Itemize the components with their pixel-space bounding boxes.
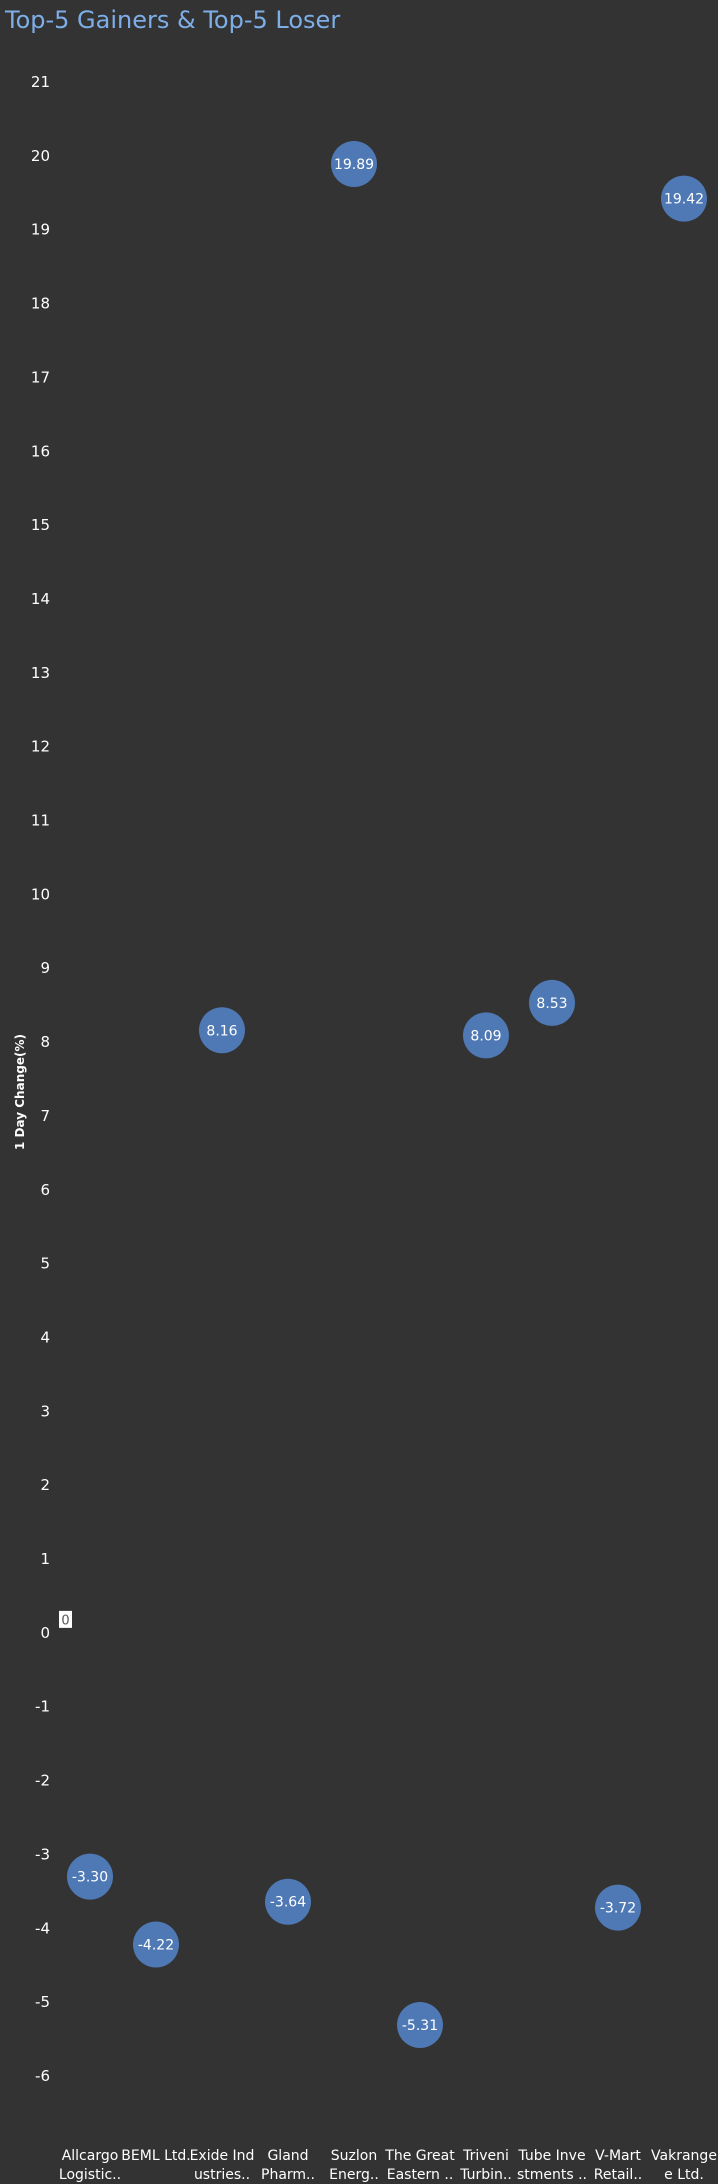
data-point[interactable] — [133, 1921, 179, 1968]
chart-title: Top-5 Gainers & Top-5 Loser — [5, 6, 341, 34]
data-label: 19.42 — [664, 192, 704, 208]
y-tick-label: 5 — [40, 1255, 50, 1273]
y-tick-label: 0 — [40, 1624, 50, 1642]
y-tick-label: 8 — [40, 1033, 50, 1051]
x-category-label: The Great — [384, 2148, 455, 2164]
data-label: 8.16 — [206, 1023, 237, 1039]
y-tick-label: -6 — [35, 2067, 50, 2085]
y-tick-label: 7 — [40, 1107, 50, 1125]
x-category-label-line2: stments .. — [517, 2167, 587, 2183]
x-category-label: V-Mart — [595, 2148, 641, 2164]
x-category-label-line2: Turbin.. — [459, 2167, 512, 2183]
data-label: -3.64 — [270, 1895, 306, 1911]
data-point[interactable] — [265, 1878, 311, 1925]
x-category-label: Vakrange — [651, 2148, 717, 2164]
y-tick-label: 21 — [31, 73, 50, 91]
y-tick-label: 3 — [40, 1402, 50, 1420]
x-category-label-line2: Energ.. — [329, 2167, 379, 2183]
data-point[interactable] — [595, 1884, 641, 1931]
data-point[interactable] — [661, 175, 707, 222]
y-tick-label: -3 — [35, 1845, 50, 1863]
data-point[interactable] — [199, 1007, 245, 1054]
y-tick-label: 17 — [31, 368, 50, 386]
x-category-label-line2: Pharm.. — [261, 2167, 315, 2183]
x-axis-categories: Allcargo Logistic..BEML Ltd.Exide Ind ustr… — [59, 2148, 717, 2183]
y-tick-label: 4 — [40, 1328, 50, 1346]
y-tick-label: 13 — [31, 664, 50, 682]
zero-reference: 0 — [59, 1610, 72, 1628]
y-tick-label: 11 — [31, 812, 50, 830]
data-point[interactable] — [397, 2002, 443, 2049]
data-label: -4.22 — [138, 1938, 174, 1954]
data-label: -3.72 — [600, 1901, 636, 1917]
y-tick-label: 10 — [31, 885, 50, 903]
data-point[interactable] — [67, 1853, 113, 1900]
data-point[interactable] — [331, 140, 377, 187]
y-tick-label: -5 — [35, 1993, 50, 2011]
y-tick-label: 14 — [31, 590, 50, 608]
y-tick-label: 18 — [31, 295, 50, 313]
zero-reference-label: 0 — [61, 1613, 69, 1628]
data-label: -5.31 — [402, 2018, 438, 2034]
x-category-label-line2: Logistic.. — [59, 2167, 121, 2183]
y-tick-label: 19 — [31, 221, 50, 239]
x-category-label-line2: Retail.. — [594, 2167, 642, 2183]
y-tick-label: -1 — [35, 1698, 50, 1716]
y-tick-label: 12 — [31, 738, 50, 756]
y-tick-label: 9 — [40, 959, 50, 977]
x-category-label: BEML Ltd. — [121, 2148, 190, 2164]
y-axis-ticks: 2120191817161514131211109876543210-1-2-3… — [31, 73, 50, 2085]
x-category-label-line2: ustries.. — [194, 2167, 250, 2183]
y-tick-label: 2 — [40, 1476, 50, 1494]
data-label: -3.30 — [72, 1870, 108, 1886]
x-category-label-line2: Eastern .. — [387, 2167, 454, 2183]
x-category-label: Triveni — [462, 2148, 509, 2164]
data-point[interactable] — [529, 979, 575, 1026]
data-label: 8.09 — [470, 1028, 501, 1044]
data-points: -3.30 -4.22 8.16 -3.64 19.89 -5.31 8.09 8.53 -3.… — [67, 140, 707, 2049]
zero-reference-box — [59, 1610, 72, 1628]
x-category-label: Exide Ind — [190, 2148, 255, 2164]
y-tick-label: 1 — [40, 1550, 50, 1568]
x-category-label: Suzlon — [331, 2148, 377, 2164]
x-category-label: Gland — [267, 2148, 308, 2164]
data-label: 19.89 — [334, 157, 374, 173]
y-tick-label: 20 — [31, 147, 50, 165]
y-tick-label: 6 — [40, 1181, 50, 1199]
x-category-label: Allcargo — [62, 2148, 119, 2164]
data-label: 8.53 — [536, 996, 567, 1012]
data-point[interactable] — [463, 1012, 509, 1059]
y-tick-label: 16 — [31, 442, 50, 460]
y-tick-label: -2 — [35, 1772, 50, 1790]
x-category-label-line2: e Ltd. — [664, 2167, 704, 2183]
y-tick-label: 15 — [31, 516, 50, 534]
y-tick-label: -4 — [35, 1919, 50, 1937]
x-category-label: Tube Inve — [517, 2148, 585, 2164]
